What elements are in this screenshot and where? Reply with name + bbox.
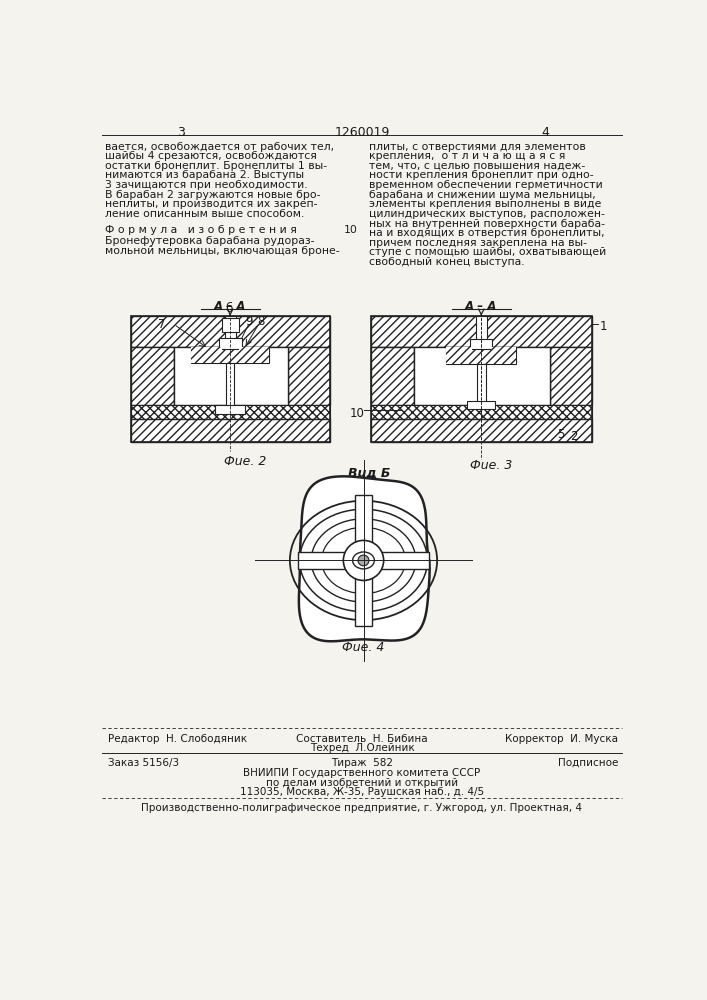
Text: 113035, Москва, Ж-35, Раушская наб., д. 4/5: 113035, Москва, Ж-35, Раушская наб., д. …: [240, 787, 484, 797]
Text: Бронефутеровка барабана рудораз-: Бронефутеровка барабана рудораз-: [105, 236, 315, 246]
Bar: [446, 347, 472, 364]
Text: 4: 4: [542, 126, 549, 139]
Bar: [371, 347, 414, 405]
Text: барабана и снижении шума мельницы,: барабана и снижении шума мельницы,: [369, 190, 596, 200]
Text: нимаются из барабана 2. Выступы: нимаются из барабана 2. Выступы: [105, 170, 305, 180]
Bar: [131, 316, 330, 442]
Text: В барабан 2 загружаются новые бро-: В барабан 2 загружаются новые бро-: [105, 190, 321, 200]
Text: ление описанным выше способом.: ление описанным выше способом.: [105, 209, 305, 219]
Bar: [414, 347, 549, 405]
Text: 5: 5: [557, 428, 565, 441]
Bar: [222, 318, 239, 332]
Text: Корректор  И. Муска: Корректор И. Муска: [506, 734, 619, 744]
Bar: [225, 316, 235, 347]
Text: ности крепления бронеплит при одно-: ности крепления бронеплит при одно-: [369, 170, 594, 180]
Text: 10: 10: [349, 407, 364, 420]
Bar: [446, 347, 516, 364]
Bar: [371, 405, 592, 419]
Text: Вuд Б: Вuд Б: [348, 466, 390, 480]
Bar: [298, 552, 429, 569]
Bar: [131, 405, 330, 419]
Bar: [192, 347, 269, 363]
Bar: [355, 495, 372, 626]
Text: Фuе. 3: Фuе. 3: [469, 459, 512, 472]
Text: 3: 3: [446, 350, 454, 363]
Text: мольной мельницы, включающая броне-: мольной мельницы, включающая броне-: [105, 246, 340, 256]
Text: Ф о р м у л а   и з о б р е т е н и я: Ф о р м у л а и з о б р е т е н и я: [105, 225, 298, 235]
Text: 2: 2: [571, 430, 578, 443]
Text: неплиты, и производится их закреп-: неплиты, и производится их закреп-: [105, 199, 318, 209]
Text: 7: 7: [158, 318, 165, 331]
Text: временном обеспечении герметичности: временном обеспечении герметичности: [369, 180, 602, 190]
Text: тем, что, с целью повышения надеж-: тем, что, с целью повышения надеж-: [369, 161, 585, 171]
Text: 9: 9: [246, 315, 253, 328]
Circle shape: [344, 540, 384, 580]
Bar: [131, 347, 174, 405]
Text: Фuе. 2: Фuе. 2: [224, 455, 267, 468]
Bar: [371, 316, 592, 347]
Bar: [477, 364, 486, 406]
Text: б: б: [472, 339, 479, 352]
Text: 1: 1: [600, 320, 607, 333]
Text: ВНИИПИ Государственного комитета СССР: ВНИИПИ Государственного комитета СССР: [243, 768, 481, 778]
Text: вается, освобождается от рабочих тел,: вается, освобождается от рабочих тел,: [105, 142, 334, 152]
Text: ступе с помощью шайбы, охватывающей: ступе с помощью шайбы, охватывающей: [369, 247, 606, 257]
Text: Тираж  582: Тираж 582: [331, 758, 393, 768]
Text: шайбы 4 срезаются, освобождаются: шайбы 4 срезаются, освобождаются: [105, 151, 317, 161]
Bar: [131, 419, 330, 442]
Bar: [216, 405, 245, 414]
Bar: [371, 419, 592, 442]
Ellipse shape: [353, 552, 374, 569]
Text: остатки бронеплит. Бронеплиты 1 вы-: остатки бронеплит. Бронеплиты 1 вы-: [105, 161, 327, 171]
Bar: [226, 363, 234, 409]
Text: цилиндрических выступов, расположен-: цилиндрических выступов, расположен-: [369, 209, 604, 219]
Text: б: б: [226, 302, 233, 315]
Bar: [192, 347, 222, 363]
Text: 8: 8: [257, 315, 264, 328]
Text: Подписное: Подписное: [558, 758, 619, 768]
Text: ных на внутренней поверхности бараба-: ных на внутренней поверхности бараба-: [369, 219, 605, 229]
Bar: [371, 316, 592, 442]
Bar: [476, 316, 486, 347]
Bar: [218, 338, 242, 349]
Bar: [549, 347, 592, 405]
Text: Производственно-полиграфическое предприятие, г. Ужгород, ул. Проектная, 4: Производственно-полиграфическое предприя…: [141, 803, 583, 813]
Text: А – А: А – А: [465, 300, 498, 313]
Text: крепления,  о т л и ч а ю щ а я с я: крепления, о т л и ч а ю щ а я с я: [369, 151, 566, 161]
Text: 3 зачищаются при необходимости.: 3 зачищаются при необходимости.: [105, 180, 308, 190]
Bar: [491, 347, 516, 364]
Text: свободный конец выступа.: свободный конец выступа.: [369, 257, 525, 267]
Bar: [467, 401, 495, 409]
Polygon shape: [299, 476, 430, 641]
Text: на и входящих в отверстия бронеплиты,: на и входящих в отверстия бронеплиты,: [369, 228, 604, 238]
Text: Заказ 5156/3: Заказ 5156/3: [107, 758, 179, 768]
Circle shape: [358, 555, 369, 566]
Bar: [131, 316, 330, 347]
Bar: [288, 347, 330, 405]
Text: 4: 4: [505, 350, 512, 363]
Text: Техред  Л.Олейник: Техред Л.Олейник: [310, 743, 414, 753]
Text: 3: 3: [177, 126, 185, 139]
Text: А – А: А – А: [214, 300, 246, 313]
Bar: [239, 347, 269, 363]
Text: Фuе. 4: Фuе. 4: [342, 641, 385, 654]
Text: 1260019: 1260019: [334, 126, 390, 139]
Bar: [174, 347, 288, 405]
Text: элементы крепления выполнены в виде: элементы крепления выполнены в виде: [369, 199, 601, 209]
Text: 10: 10: [344, 225, 358, 235]
Text: Редактор  Н. Слободяник: Редактор Н. Слободяник: [107, 734, 247, 744]
Text: причем последняя закреплена на вы-: причем последняя закреплена на вы-: [369, 238, 587, 248]
Bar: [470, 339, 492, 349]
Text: Составитель  Н. Бибина: Составитель Н. Бибина: [296, 734, 428, 744]
Text: плиты, с отверстиями для элементов: плиты, с отверстиями для элементов: [369, 142, 585, 152]
Text: по делам изобретений и открытий: по делам изобретений и открытий: [266, 778, 458, 788]
